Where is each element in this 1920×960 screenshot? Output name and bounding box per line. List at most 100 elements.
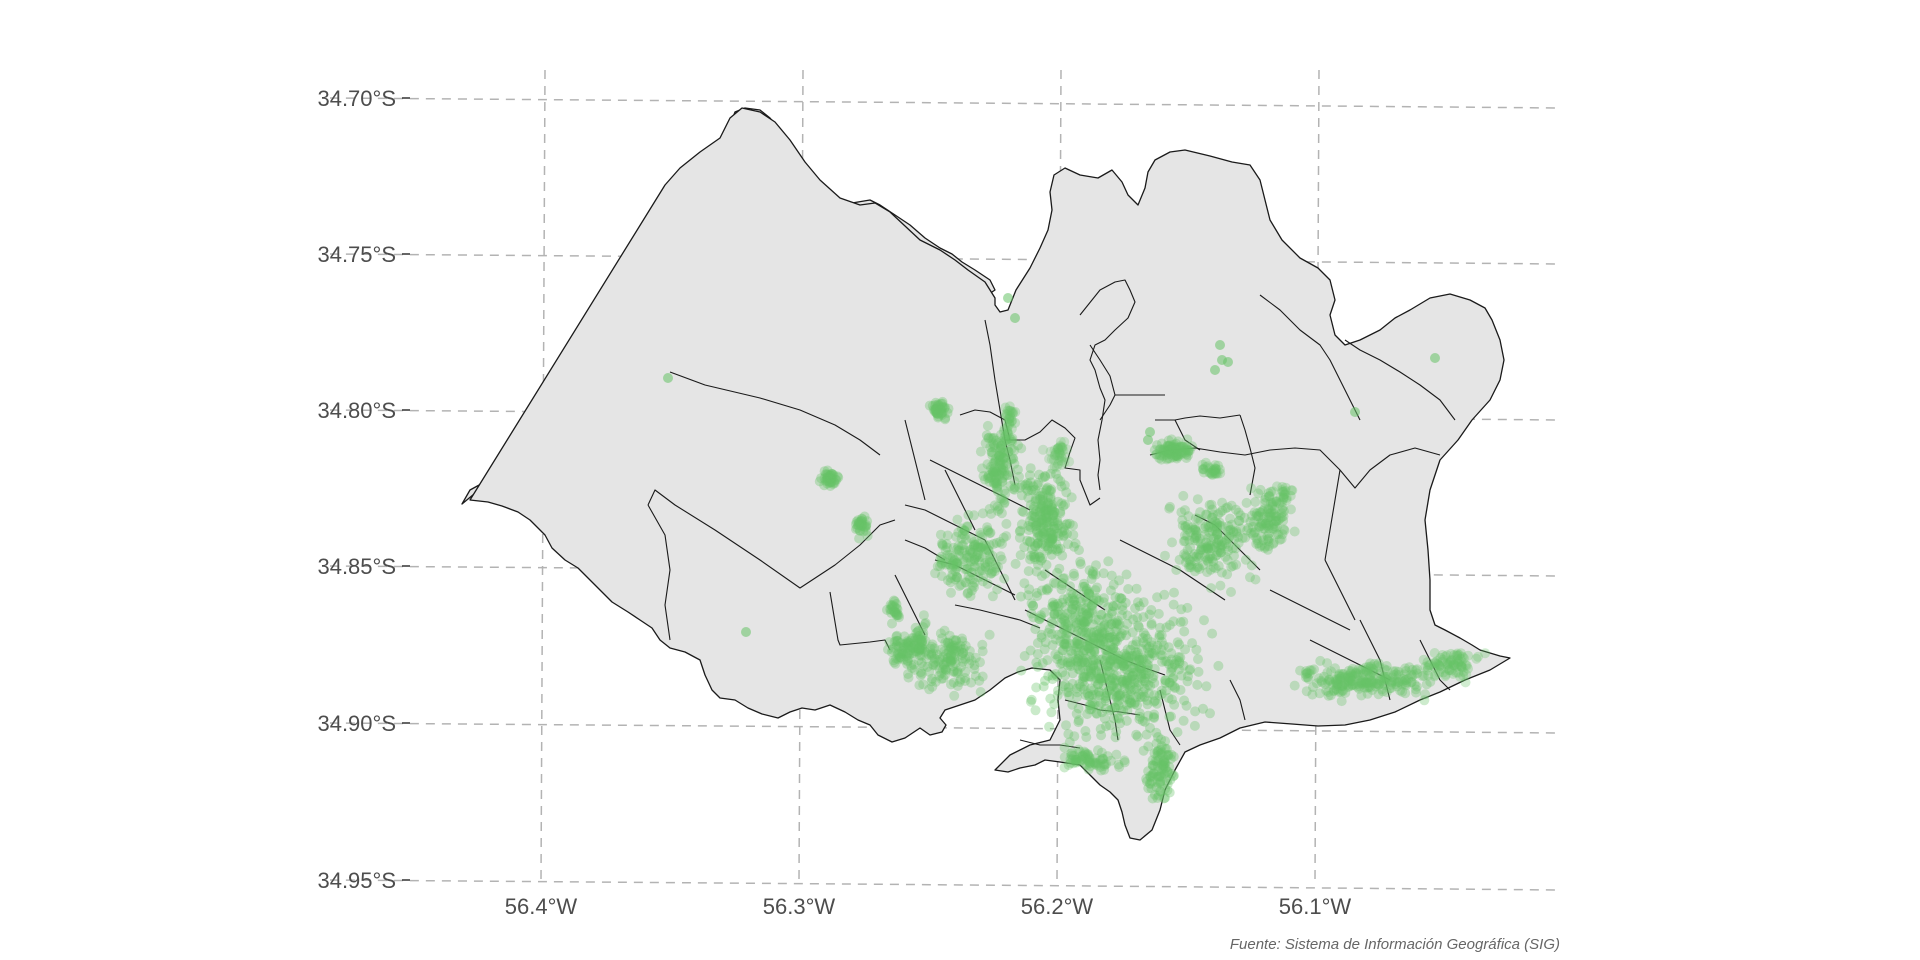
event-point xyxy=(1262,507,1273,518)
event-point xyxy=(1203,520,1214,531)
event-point xyxy=(1208,521,1219,532)
event-point xyxy=(824,472,835,483)
event-point xyxy=(1035,522,1046,533)
event-point xyxy=(1071,757,1082,768)
event-point xyxy=(1203,543,1214,554)
event-point xyxy=(1152,592,1163,603)
event-point xyxy=(1350,668,1361,679)
y-tick-label: 34.80°S xyxy=(317,398,396,423)
event-point xyxy=(1253,511,1264,522)
event-point xyxy=(982,420,993,431)
event-point xyxy=(1053,606,1064,617)
event-point xyxy=(974,556,984,567)
event-point xyxy=(1098,568,1109,579)
event-point xyxy=(1401,666,1411,676)
event-point xyxy=(1119,679,1130,690)
event-point xyxy=(997,435,1008,446)
event-point xyxy=(1034,506,1045,517)
event-point xyxy=(965,556,976,567)
event-point xyxy=(1049,445,1060,456)
event-point xyxy=(1461,660,1472,671)
event-point xyxy=(1109,661,1120,672)
event-point xyxy=(1047,674,1058,685)
event-point xyxy=(987,591,998,602)
event-point xyxy=(994,537,1005,547)
event-point xyxy=(1206,583,1216,594)
event-point xyxy=(1163,445,1174,456)
event-point xyxy=(1121,675,1131,686)
event-point xyxy=(1065,623,1076,634)
event-point xyxy=(935,398,946,409)
event-point xyxy=(1189,535,1200,546)
event-point xyxy=(1082,749,1093,760)
event-point xyxy=(1040,675,1050,686)
event-point xyxy=(1101,759,1112,770)
event-point xyxy=(1086,600,1097,611)
event-point xyxy=(1022,478,1033,489)
event-point xyxy=(939,625,950,636)
event-point xyxy=(1214,520,1225,531)
event-point xyxy=(1017,480,1027,491)
event-point xyxy=(1038,491,1048,502)
event-point xyxy=(949,690,960,701)
event-point xyxy=(1265,486,1276,497)
event-point xyxy=(1159,758,1170,769)
event-point xyxy=(1215,540,1225,551)
event-point xyxy=(1114,762,1125,773)
event-point xyxy=(1205,564,1216,575)
event-point xyxy=(931,407,942,418)
event-point xyxy=(1082,709,1093,720)
event-point xyxy=(988,458,999,469)
event-point xyxy=(1235,523,1246,534)
event-point xyxy=(1221,503,1231,514)
event-point xyxy=(1053,443,1063,454)
event-point xyxy=(990,477,1001,488)
event-point xyxy=(1052,690,1063,701)
event-point xyxy=(1042,541,1053,552)
event-point xyxy=(1054,446,1064,457)
event-point xyxy=(1105,705,1115,716)
event-point xyxy=(1052,523,1063,534)
event-point xyxy=(938,652,949,662)
event-point xyxy=(1316,675,1327,686)
event-point xyxy=(1000,409,1011,420)
event-point xyxy=(1019,542,1030,553)
event-point xyxy=(1147,760,1158,771)
event-point xyxy=(1269,504,1280,515)
event-point xyxy=(1208,556,1219,567)
event-point xyxy=(1119,660,1130,671)
event-point xyxy=(933,411,944,422)
event-point xyxy=(1090,654,1101,665)
event-point xyxy=(1247,521,1258,532)
event-point xyxy=(945,552,956,563)
event-point xyxy=(932,408,943,419)
event-point xyxy=(1386,679,1397,690)
event-point xyxy=(1094,673,1104,684)
event-point xyxy=(1005,413,1016,423)
event-point xyxy=(1055,506,1066,517)
event-point xyxy=(1112,712,1123,723)
event-point xyxy=(930,406,941,417)
event-point xyxy=(1263,504,1274,515)
event-point xyxy=(1364,681,1375,692)
event-point xyxy=(1095,724,1106,734)
event-point xyxy=(1081,583,1092,594)
event-point xyxy=(916,634,927,644)
event-point xyxy=(987,550,998,561)
event-point xyxy=(949,640,960,651)
event-point xyxy=(1002,428,1013,439)
event-point xyxy=(1060,451,1071,462)
event-point xyxy=(1155,778,1166,789)
event-point xyxy=(1206,543,1217,554)
event-point xyxy=(829,477,840,488)
event-point xyxy=(1260,498,1270,508)
event-point xyxy=(1164,444,1175,455)
event-point xyxy=(1105,656,1116,667)
event-point xyxy=(1336,680,1347,691)
event-point xyxy=(1065,581,1075,592)
event-point xyxy=(1176,449,1186,460)
event-point xyxy=(1080,645,1090,655)
event-point xyxy=(1090,614,1101,625)
event-point xyxy=(1056,481,1067,492)
event-point xyxy=(1085,757,1096,768)
